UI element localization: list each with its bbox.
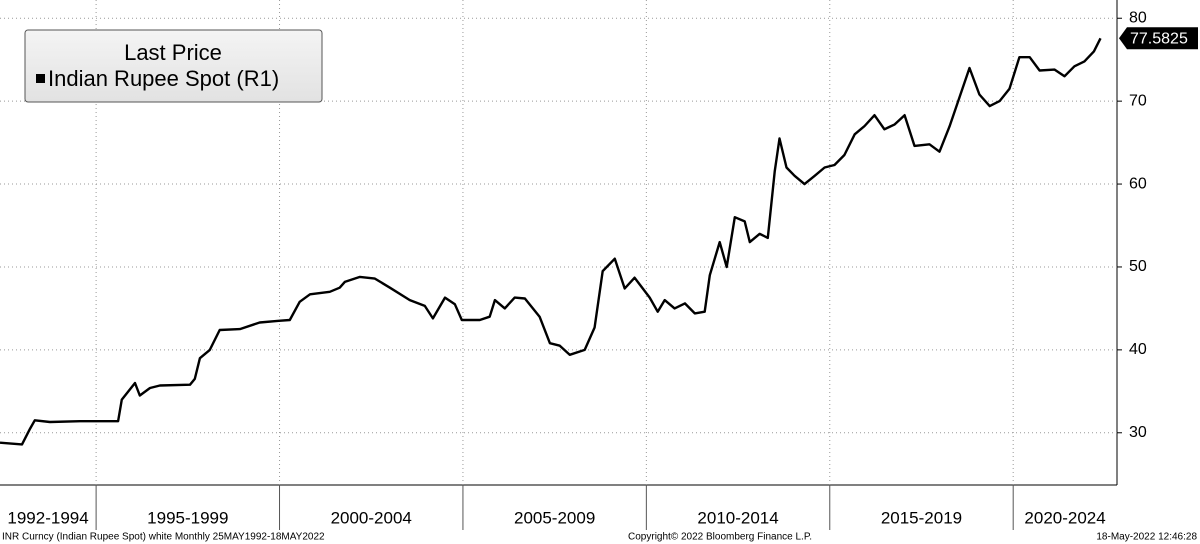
line xyxy=(0,37,1102,446)
y-tick-label: 30 xyxy=(1129,424,1147,441)
x-period-label: 2010-2014 xyxy=(697,508,778,527)
x-period-label: 2005-2009 xyxy=(514,508,595,527)
x-period-label: 2020-2024 xyxy=(1024,508,1105,527)
x-period-label: 2015-2019 xyxy=(881,508,962,527)
legend: Last Price Indian Rupee Spot (R1) xyxy=(24,29,323,103)
footer-left: INR Curncy (Indian Rupee Spot) white Mon… xyxy=(2,532,325,543)
footer-right: 18-May-2022 12:46:28 xyxy=(1096,532,1197,543)
last-value-label: 77.5825 xyxy=(1130,31,1188,48)
legend-swatch xyxy=(36,74,45,83)
x-period-label: 1992-1994 xyxy=(7,508,88,527)
y-tick-label: 60 xyxy=(1129,175,1147,192)
footer-center: Copyright© 2022 Bloomberg Finance L.P. xyxy=(628,532,812,543)
y-tick-label: 70 xyxy=(1129,92,1147,109)
legend-label: Indian Rupee Spot (R1) xyxy=(48,66,279,91)
last-value-box xyxy=(1119,27,1198,50)
x-period-label: 1995-1999 xyxy=(147,508,228,527)
x-period-label: 2000-2004 xyxy=(331,508,412,527)
legend-box xyxy=(24,29,323,103)
y-tick-label: 80 xyxy=(1129,9,1147,26)
y-tick-label: 40 xyxy=(1129,341,1147,358)
legend-title: Last Price xyxy=(124,40,222,65)
y-tick-label: 50 xyxy=(1129,258,1147,275)
